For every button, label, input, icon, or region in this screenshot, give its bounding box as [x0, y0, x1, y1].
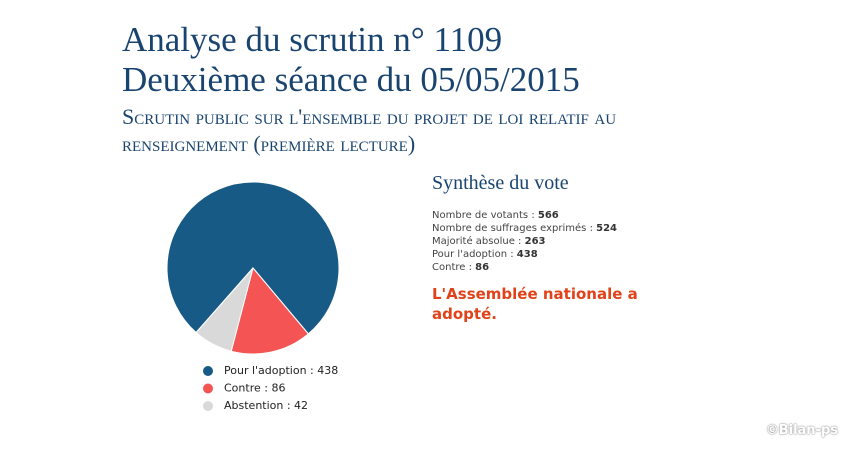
stat-value: 524: [596, 223, 617, 234]
summary-title: Synthèse du vote: [432, 172, 569, 194]
pie-slice: [166, 181, 340, 335]
stat-value: 438: [516, 249, 538, 260]
stat: Pour l'adoption : 438: [432, 248, 692, 261]
legend-label: Pour l'adoption : 438: [224, 364, 338, 377]
stat-label: Nombre de suffrages exprimés :: [432, 223, 593, 234]
stat-label: Nombre de votants :: [432, 210, 535, 221]
legend-marker: [203, 383, 213, 394]
legend-label: Contre : 86: [224, 382, 285, 395]
stat: Nombre de votants : 566: [432, 209, 692, 222]
pie-slice: [230, 266, 309, 355]
pie-slice: [195, 267, 254, 352]
stat: Nombre de suffrages exprimés : 524: [432, 222, 692, 235]
stat-value: 263: [524, 236, 546, 247]
page-title: Analyse du scrutin n° 1109: [122, 20, 503, 59]
stat-label: Pour l'adoption :: [432, 249, 514, 260]
stat: Contre : 86: [432, 261, 692, 274]
legend-marker: [203, 366, 213, 376]
stat-label: Majorité absolue :: [432, 236, 522, 247]
session-title: Deuxième séance du 05/05/2015: [122, 60, 580, 99]
result: L'Assemblée nationale a adopté.: [432, 285, 638, 323]
legend-marker: [203, 401, 213, 411]
subtitle: Scrutin public sur l'ensemble du projet …: [122, 104, 617, 156]
stat: Majorité absolue : 263: [432, 235, 692, 248]
stat-value: 86: [475, 262, 490, 273]
stat-label: Contre :: [432, 262, 472, 273]
stats: Nombre de votants : 566 Nombre de suffrag…: [432, 209, 692, 274]
legend-label: Abstention : 42: [224, 399, 308, 412]
stat-value: 566: [537, 210, 559, 221]
watermark: ©Bilan-ps: [765, 423, 838, 438]
summary: Synthèse du vote Nombre de votants : 566…: [432, 172, 692, 324]
